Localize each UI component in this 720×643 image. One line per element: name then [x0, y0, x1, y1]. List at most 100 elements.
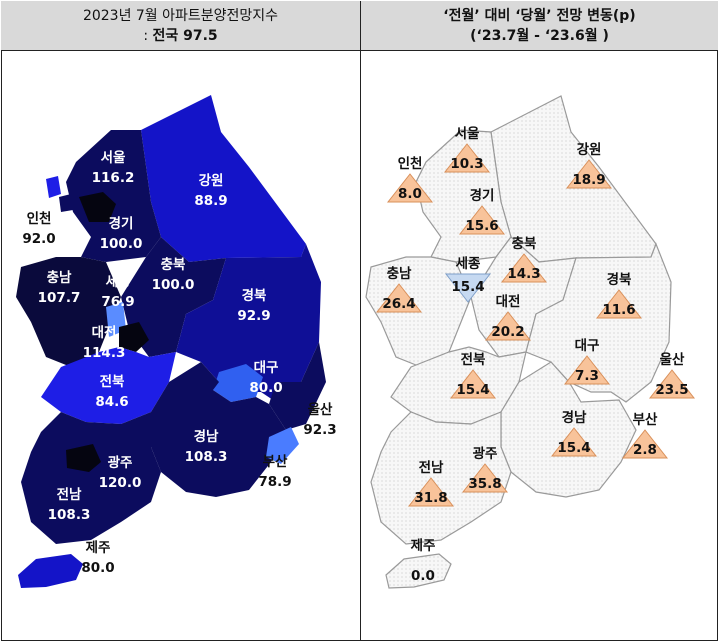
region-seoul [79, 192, 116, 222]
change-label-name-gangwon: 강원 [577, 141, 602, 158]
change-label-name-gyeongbuk: 경북 [607, 271, 632, 288]
up-arrow-icon [648, 369, 696, 399]
region-daegu [213, 364, 263, 402]
index-value-incheon: 92.0 [22, 231, 55, 247]
up-arrow-icon [500, 253, 548, 283]
index-value-seoul: 116.2 [92, 170, 135, 186]
change-value-gangwon: 18.9 [572, 172, 605, 188]
change-label-name-gyeongnam: 경남 [562, 409, 587, 426]
region-gangwon [141, 95, 306, 262]
change-map-labels: 서울 10.3 인천 8.0 경기 15.6 강원 18.9 충남 26.4 세종 15.4 충북 14.… [375, 125, 696, 584]
index-value-daegu: 80.0 [249, 380, 282, 396]
change-label-name-jeju: 제주 [411, 538, 436, 554]
change-value-jeju: 0.0 [411, 568, 435, 584]
region-daejeon [119, 322, 149, 352]
up-arrow-icon [375, 283, 423, 313]
change-label-name-chungbuk: 충북 [512, 236, 537, 252]
change-value-gyeongnam: 15.4 [557, 440, 590, 456]
change-label-name-jeonnam: 전남 [419, 459, 444, 476]
index-label-name-gyeongbuk: 경북 [242, 287, 267, 304]
change-label-name-seoul: 서울 [455, 125, 480, 142]
change-label-name-daegu: 대구 [575, 338, 600, 354]
up-arrow-icon [443, 143, 491, 173]
index-label-name-busan: 부산 [263, 453, 288, 470]
region-gyeongnam [151, 362, 286, 497]
index-value-gangwon: 88.9 [194, 193, 227, 209]
change-value-ulsan: 23.5 [655, 382, 688, 398]
index-value-jeju: 80.0 [81, 560, 114, 576]
outline-jeju [385, 553, 452, 589]
up-arrow-icon [565, 159, 613, 189]
index-label-name-seoul: 서울 [101, 149, 126, 166]
region-busan [266, 427, 299, 464]
up-arrow-icon [595, 289, 643, 319]
region-jeju [18, 554, 83, 588]
change-value-jeonnam: 31.8 [414, 490, 447, 506]
index-value-jeonnam: 108.3 [48, 507, 91, 523]
index-map-regions [16, 95, 326, 588]
change-value-chungnam: 26.4 [382, 296, 415, 312]
index-value-busan: 78.9 [258, 474, 291, 490]
change-value-daegu: 7.3 [575, 368, 599, 384]
outline-jeonnam [370, 411, 512, 545]
change-value-gyeongbuk: 11.6 [602, 302, 635, 318]
change-label-name-daejeon: 대전 [496, 293, 521, 310]
index-value-sejong: 76.9 [101, 294, 134, 310]
change-label-name-jeonbuk: 전북 [461, 351, 486, 368]
region-incheon [46, 176, 61, 198]
up-arrow-icon [386, 173, 434, 203]
change-label-name-chungnam: 충남 [387, 265, 412, 282]
index-value-gyeongnam: 108.3 [185, 449, 228, 465]
change-label-name-ulsan: 울산 [660, 351, 685, 368]
left-title-line2: : 전국 97.5 [143, 26, 217, 46]
change-value-chungbuk: 14.3 [507, 266, 540, 282]
index-map-labels: 서울 116.2 인천 92.0 경기 100.0 강원 88.9 충남 107.7 세종 76.9 충… [22, 149, 336, 576]
change-value-sejong: 15.4 [451, 279, 484, 295]
outline-gyeongnam [500, 361, 637, 498]
right-title-line2: (‘23.7월 - ‘23.6월 ) [470, 27, 609, 44]
change-label-name-sejong: 세종 [456, 256, 481, 272]
index-value-gyeongbuk: 92.9 [237, 308, 270, 324]
change-label-name-gwangju: 광주 [473, 445, 498, 462]
index-label-name-jeju: 제주 [86, 540, 111, 556]
index-label-name-jeonbuk: 전북 [100, 373, 125, 390]
index-value-jeonbuk: 84.6 [95, 394, 128, 410]
change-value-busan: 2.8 [633, 442, 657, 458]
index-label-name-gyeonggi: 경기 [109, 215, 134, 232]
change-map: 서울 10.3 인천 8.0 경기 15.6 강원 18.9 충남 26.4 세종 15.4 충북 14.… [365, 95, 696, 589]
change-value-seoul: 10.3 [450, 156, 483, 172]
region-incheon-2 [59, 194, 73, 212]
right-header: ‘전월’ 대비 ‘당월’ 전망 변동(p) (‘23.7월 - ‘23.6월 ) [361, 1, 718, 51]
up-arrow-icon [550, 427, 598, 457]
up-arrow-icon [484, 311, 532, 341]
region-jeonnam [21, 412, 161, 544]
region-gyeongbuk [176, 244, 321, 402]
left-header: 2023년 7월 아파트분양전망지수 : 전국 97.5 [1, 1, 360, 51]
up-arrow-icon [563, 355, 611, 385]
right-title-line1: ‘전월’ 대비 ‘당월’ 전망 변동(p) [443, 7, 636, 24]
column-divider [360, 1, 361, 641]
index-label-name-gyeongnam: 경남 [194, 428, 219, 445]
change-value-gwangju: 35.8 [468, 476, 501, 492]
index-label-name-jeonnam: 전남 [57, 486, 82, 503]
index-value-chungbuk: 100.0 [152, 277, 195, 293]
index-label-name-chungbuk: 충북 [161, 257, 186, 273]
change-label-name-gyeonggi: 경기 [470, 187, 495, 204]
index-label-name-daegu: 대구 [254, 360, 279, 376]
up-arrow-icon [458, 205, 506, 235]
change-label-name-incheon: 인천 [398, 155, 423, 172]
change-value-daejeon: 20.2 [491, 324, 524, 340]
index-value-daejeon: 114.3 [83, 345, 126, 361]
left-title-prefix: : [143, 27, 153, 44]
index-label-name-daejeon: 대전 [92, 324, 117, 341]
index-label-name-chungnam: 충남 [47, 269, 72, 286]
index-label-name-gwangju: 광주 [108, 454, 133, 471]
up-arrow-icon [407, 477, 455, 507]
national-index: 전국 97.5 [152, 27, 218, 44]
change-label-name-busan: 부산 [633, 411, 658, 428]
change-value-incheon: 8.0 [398, 186, 422, 202]
region-chungbuk [121, 237, 226, 357]
change-value-gyeonggi: 15.6 [465, 218, 498, 234]
index-value-gwangju: 120.0 [99, 475, 142, 491]
index-label-name-gangwon: 강원 [199, 172, 224, 189]
